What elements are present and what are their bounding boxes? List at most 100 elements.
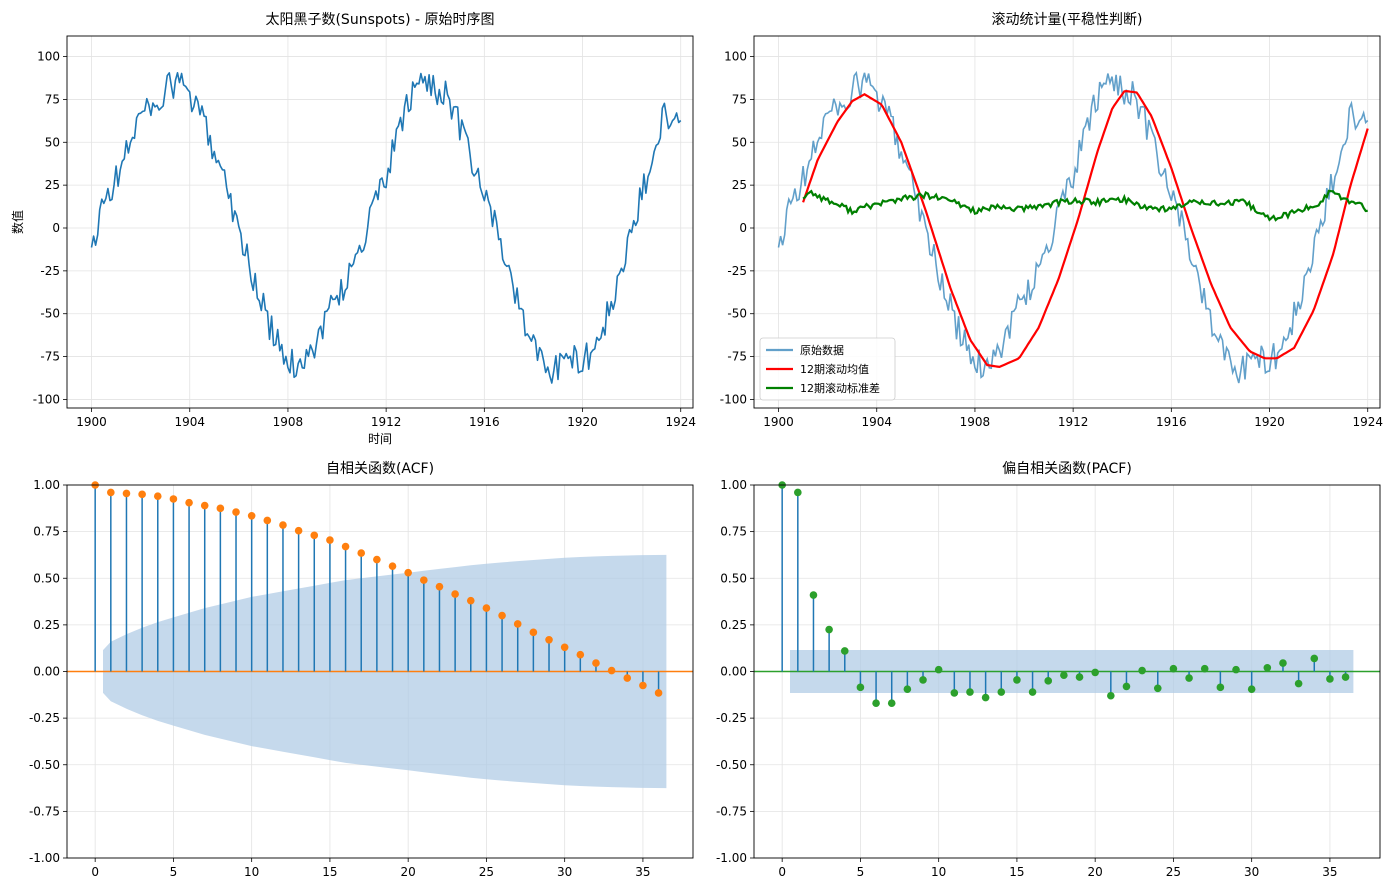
y-tick-label: -75 bbox=[727, 350, 747, 364]
stem-marker bbox=[498, 611, 506, 620]
stem-marker bbox=[809, 591, 818, 599]
stem-marker bbox=[966, 688, 974, 696]
stem-marker bbox=[997, 688, 1006, 696]
stem-marker bbox=[357, 549, 366, 557]
x-tick-label: 1916 bbox=[469, 415, 500, 429]
stem-marker bbox=[1341, 673, 1350, 681]
y-tick-label: 25 bbox=[45, 178, 60, 192]
axes-frame bbox=[66, 35, 694, 409]
stem-marker bbox=[1091, 668, 1099, 677]
stem-marker bbox=[1216, 683, 1225, 692]
stem-marker bbox=[1122, 682, 1131, 691]
panel-4: 0 5 10 15 20 25 30 35 1.00 0.75 0.50 0.25 0.00 -0.25 -… bbox=[716, 461, 1381, 879]
x-tick-label: 1904 bbox=[174, 415, 205, 429]
stem-marker bbox=[232, 508, 240, 516]
stem-marker bbox=[794, 488, 802, 497]
x-tick-label: 35 bbox=[1322, 865, 1337, 879]
x-tick-label: 1900 bbox=[763, 415, 794, 429]
y-tick-label: 0 bbox=[739, 221, 747, 235]
x-tick-label: 25 bbox=[1166, 865, 1181, 879]
y-tick-label: 0.00 bbox=[33, 665, 60, 679]
x-tick-label: 1908 bbox=[273, 415, 304, 429]
y-tick-label: 75 bbox=[732, 92, 747, 106]
stem-marker bbox=[1279, 659, 1287, 667]
stem-marker bbox=[560, 643, 569, 652]
x-tick-label: 1924 bbox=[1352, 415, 1383, 429]
legend-label: 原始数据 bbox=[800, 343, 844, 357]
stem-marker bbox=[607, 666, 616, 675]
stem-marker bbox=[138, 490, 146, 499]
x-tick-label: 1912 bbox=[1058, 415, 1089, 429]
x-tick-label: 30 bbox=[1244, 865, 1259, 879]
x-tick-label: 1900 bbox=[76, 415, 107, 429]
stem-marker bbox=[887, 699, 896, 708]
x-tick-label: 5 bbox=[170, 865, 178, 879]
stem-marker bbox=[466, 596, 475, 605]
stem-marker bbox=[1028, 688, 1037, 696]
stem-marker bbox=[153, 492, 162, 500]
legend-label: 12期滚动标准差 bbox=[800, 381, 880, 395]
stem-marker bbox=[1013, 676, 1021, 684]
x-tick-label: 30 bbox=[557, 865, 572, 879]
stem-marker bbox=[373, 555, 381, 564]
y-tick-label: 0.75 bbox=[720, 525, 747, 539]
x-tick-label: 35 bbox=[635, 865, 650, 879]
stem-marker bbox=[576, 650, 585, 659]
legend-box bbox=[759, 337, 896, 401]
axes-frame bbox=[753, 35, 1381, 409]
stem-marker bbox=[872, 699, 880, 708]
y-tick-label: 75 bbox=[45, 92, 60, 106]
stem-marker bbox=[482, 604, 491, 612]
x-tick-label: 25 bbox=[479, 865, 494, 879]
stem-marker bbox=[950, 689, 959, 697]
stem-marker bbox=[934, 665, 943, 674]
stem-marker bbox=[529, 628, 538, 637]
stem-marker bbox=[623, 674, 632, 682]
x-tick-label: 1924 bbox=[665, 415, 696, 429]
y-tick-label: 50 bbox=[45, 135, 60, 149]
x-tick-label: 15 bbox=[1009, 865, 1024, 879]
stem-marker bbox=[247, 511, 256, 520]
stem-marker bbox=[169, 495, 178, 503]
y-tick-label: -0.50 bbox=[716, 758, 747, 772]
stem-marker bbox=[1247, 685, 1256, 694]
y-tick-label: -0.75 bbox=[29, 804, 60, 818]
sunspot-series-line bbox=[90, 72, 682, 384]
x-tick-label: 5 bbox=[857, 865, 865, 879]
x-tick-label: 1912 bbox=[371, 415, 402, 429]
stem-marker bbox=[1185, 674, 1193, 682]
stem-marker bbox=[840, 647, 849, 655]
stem-marker bbox=[1263, 663, 1272, 672]
y-tick-label: -0.75 bbox=[716, 804, 747, 818]
x-tick-label: 20 bbox=[401, 865, 416, 879]
x-axis-label: 时间 bbox=[368, 432, 392, 446]
y-tick-label: -1.00 bbox=[716, 851, 747, 865]
x-tick-label: 1920 bbox=[567, 415, 598, 429]
stem-marker bbox=[1169, 664, 1178, 673]
x-tick-label: 0 bbox=[91, 865, 99, 879]
stem-marker bbox=[185, 498, 193, 507]
x-tick-label: 10 bbox=[931, 865, 946, 879]
y-tick-label: 1.00 bbox=[720, 478, 747, 492]
stem-marker bbox=[1060, 671, 1068, 680]
y-tick-label: 100 bbox=[724, 50, 747, 64]
stem-marker bbox=[1200, 664, 1209, 673]
stem-marker bbox=[1232, 665, 1240, 674]
stem-marker bbox=[1326, 675, 1334, 683]
x-tick-label: 15 bbox=[322, 865, 337, 879]
raw-data-line bbox=[777, 70, 1369, 384]
y-tick-label: 50 bbox=[732, 135, 747, 149]
y-tick-label: 0.25 bbox=[33, 618, 60, 632]
y-tick-label: -75 bbox=[40, 350, 60, 364]
panel-1: 1900 1904 1908 1912 1916 1920 1924 100 75 50 25 0 -2… bbox=[10, 12, 696, 446]
stem-marker bbox=[263, 516, 272, 525]
x-tick-label: 0 bbox=[778, 865, 786, 879]
stem-marker bbox=[1107, 691, 1115, 700]
stem-marker bbox=[919, 676, 927, 684]
y-tick-label: 0.00 bbox=[720, 665, 747, 679]
stem-marker bbox=[388, 562, 397, 570]
stem-marker bbox=[107, 488, 115, 497]
y-tick-label: -1.00 bbox=[29, 851, 60, 865]
stem-marker bbox=[825, 625, 833, 634]
